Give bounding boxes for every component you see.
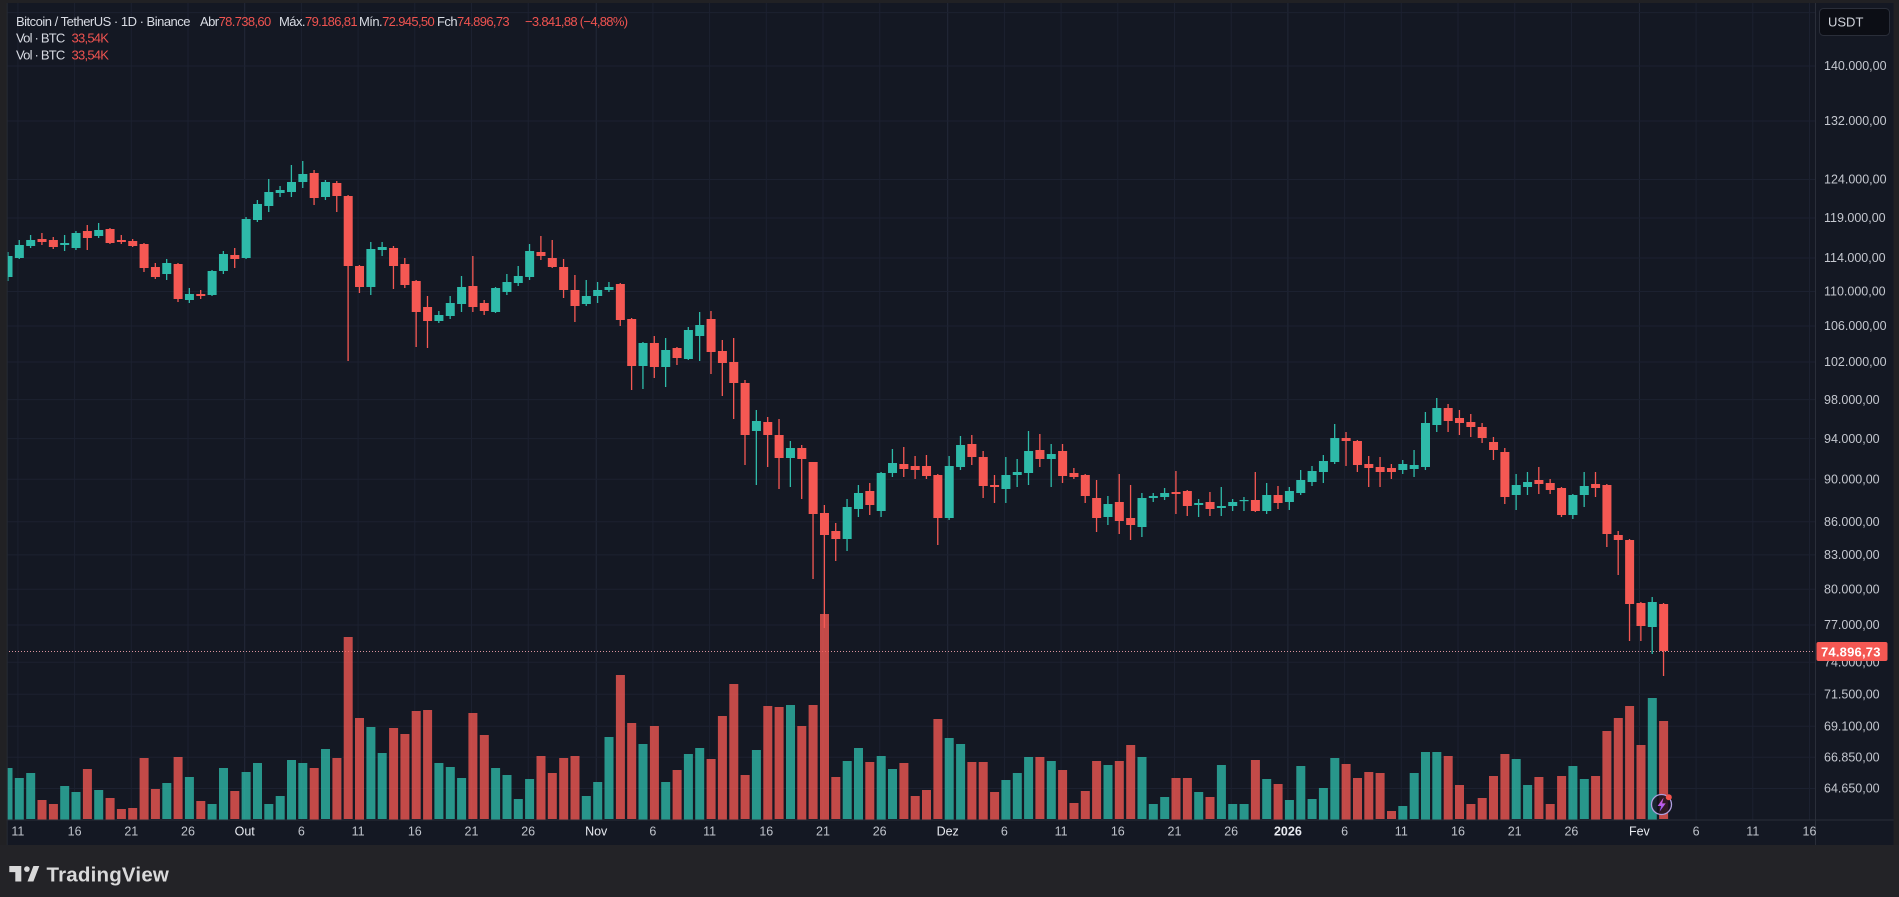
svg-text:TradingView: TradingView [47, 864, 170, 887]
svg-text:94.000,00: 94.000,00 [1824, 432, 1880, 446]
svg-text:6: 6 [649, 825, 656, 839]
svg-text:6: 6 [298, 825, 305, 839]
svg-text:26: 26 [1564, 825, 1578, 839]
svg-text:33,54K: 33,54K [72, 31, 110, 46]
svg-text:Vol · BTC: Vol · BTC [16, 31, 65, 46]
svg-text:Máx.79.186,81: Máx.79.186,81 [279, 14, 357, 29]
svg-text:11: 11 [1746, 825, 1759, 839]
svg-text:16: 16 [759, 825, 773, 839]
svg-text:77.000,00: 77.000,00 [1824, 618, 1880, 632]
svg-text:80.000,00: 80.000,00 [1824, 583, 1880, 597]
svg-text:Fev: Fev [1629, 825, 1651, 839]
svg-text:132.000,00: 132.000,00 [1824, 114, 1887, 128]
svg-text:69.100,00: 69.100,00 [1824, 719, 1880, 733]
svg-text:21: 21 [816, 825, 830, 839]
svg-text:86.000,00: 86.000,00 [1824, 515, 1880, 529]
svg-text:106.000,00: 106.000,00 [1824, 319, 1887, 333]
svg-text:6: 6 [1001, 825, 1008, 839]
svg-text:71.500,00: 71.500,00 [1824, 688, 1880, 702]
svg-text:Bitcoin / TetherUS · 1D · Bina: Bitcoin / TetherUS · 1D · Binance [16, 14, 190, 29]
svg-text:−3.841,88 (−4,88%): −3.841,88 (−4,88%) [525, 14, 628, 29]
svg-text:98.000,00: 98.000,00 [1824, 393, 1880, 407]
svg-text:11: 11 [352, 825, 365, 839]
svg-text:Out: Out [235, 825, 256, 839]
svg-text:21: 21 [124, 825, 138, 839]
svg-text:6: 6 [1341, 825, 1348, 839]
svg-text:26: 26 [521, 825, 535, 839]
svg-text:21: 21 [1168, 825, 1182, 839]
svg-text:Nov: Nov [585, 825, 608, 839]
svg-text:Mín.72.945,50: Mín.72.945,50 [359, 14, 434, 29]
svg-text:26: 26 [181, 825, 195, 839]
svg-text:11: 11 [1395, 825, 1408, 839]
svg-text:64.650,00: 64.650,00 [1824, 782, 1880, 796]
svg-text:114.000,00: 114.000,00 [1824, 251, 1886, 265]
svg-text:16: 16 [1803, 825, 1817, 839]
svg-text:21: 21 [1508, 825, 1522, 839]
svg-text:102.000,00: 102.000,00 [1824, 355, 1887, 369]
svg-text:124.000,00: 124.000,00 [1824, 173, 1887, 187]
svg-text:16: 16 [408, 825, 422, 839]
svg-text:Vol · BTC: Vol · BTC [16, 47, 65, 62]
svg-text:21: 21 [465, 825, 479, 839]
svg-text:11: 11 [1055, 825, 1068, 839]
svg-text:11: 11 [703, 825, 716, 839]
svg-text:6: 6 [1693, 825, 1700, 839]
svg-text:26: 26 [1224, 825, 1238, 839]
svg-text:USDT: USDT [1828, 15, 1863, 30]
svg-text:Abr78.738,60: Abr78.738,60 [200, 14, 271, 29]
svg-text:90.000,00: 90.000,00 [1824, 472, 1880, 486]
svg-text:2026: 2026 [1274, 825, 1302, 839]
svg-text:140.000,00: 140.000,00 [1824, 59, 1887, 73]
svg-text:Fch74.896,73: Fch74.896,73 [437, 14, 509, 29]
svg-text:11: 11 [11, 825, 24, 839]
svg-text:16: 16 [1451, 825, 1465, 839]
svg-text:119.000,00: 119.000,00 [1824, 211, 1886, 225]
svg-text:16: 16 [1111, 825, 1125, 839]
svg-text:26: 26 [873, 825, 887, 839]
svg-text:16: 16 [68, 825, 82, 839]
svg-text:83.000,00: 83.000,00 [1824, 548, 1880, 562]
svg-text:110.000,00: 110.000,00 [1824, 285, 1886, 299]
svg-text:33,54K: 33,54K [72, 47, 110, 62]
svg-text:66.850,00: 66.850,00 [1824, 750, 1880, 764]
svg-text:Dez: Dez [937, 825, 959, 839]
svg-text:74.896,73: 74.896,73 [1821, 645, 1881, 660]
